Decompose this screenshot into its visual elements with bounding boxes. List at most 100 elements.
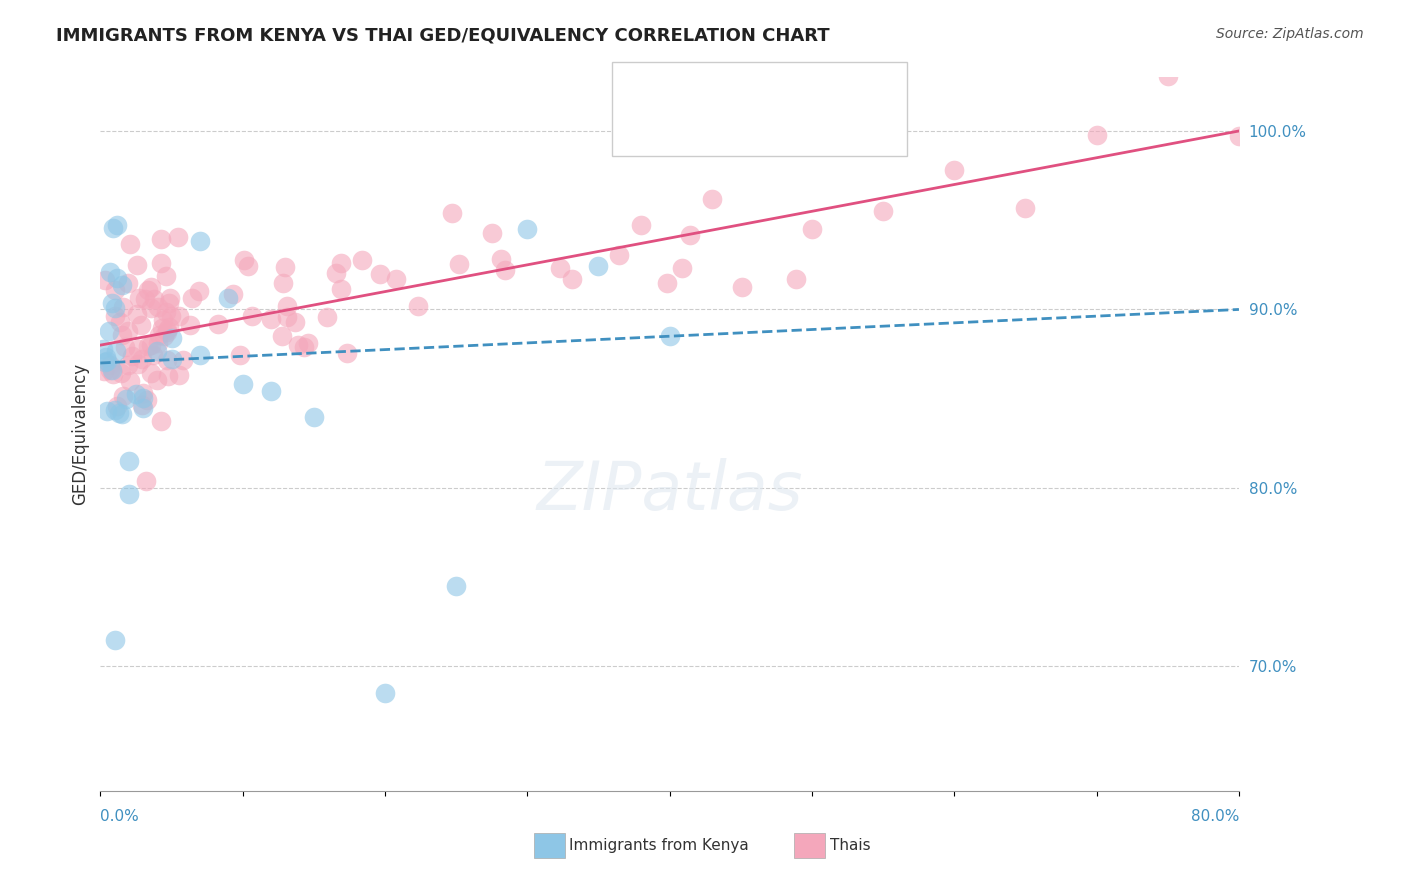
Text: 0.419: 0.419 [710, 122, 758, 136]
Point [98, 265, 121, 279]
Point [157, 295, 180, 310]
Point [1227, 128, 1250, 143]
Point [112, 301, 135, 315]
Point [800, 222, 823, 236]
Point [516, 221, 538, 235]
Point [160, 309, 183, 323]
Point [150, 414, 173, 428]
Point [1085, 128, 1108, 142]
Point [127, 307, 149, 321]
Point [125, 259, 148, 273]
Point [180, 291, 202, 305]
Point [94, 273, 117, 287]
Point [274, 260, 297, 274]
Point [368, 267, 391, 281]
Point [217, 291, 239, 305]
Y-axis label: GED/Equivalency: GED/Equivalency [72, 363, 89, 506]
Point [240, 309, 263, 323]
Point [152, 312, 174, 326]
Point [232, 377, 254, 392]
Point [179, 318, 201, 332]
Point [96, 354, 118, 368]
Point [232, 252, 254, 267]
Point [127, 358, 149, 372]
Point [172, 352, 194, 367]
Point [103, 403, 125, 417]
Point [336, 346, 359, 360]
Text: 114: 114 [844, 122, 875, 136]
Point [658, 329, 681, 343]
Point [702, 192, 724, 206]
Text: Thais: Thais [830, 838, 870, 853]
Point [117, 358, 139, 372]
Point [142, 292, 165, 306]
Point [107, 270, 129, 285]
Point [330, 282, 353, 296]
Point [155, 268, 177, 283]
Point [238, 259, 260, 273]
Text: 0.0%: 0.0% [100, 809, 139, 824]
Point [494, 263, 516, 277]
Point [115, 392, 138, 407]
Point [104, 309, 127, 323]
Point [129, 318, 152, 332]
Point [302, 409, 325, 424]
Text: N =: N = [801, 78, 835, 92]
Point [146, 343, 169, 358]
Point [139, 301, 162, 315]
Point [447, 257, 470, 271]
Point [105, 399, 128, 413]
Point [489, 252, 512, 266]
Point [96, 404, 118, 418]
Point [588, 259, 610, 273]
Point [150, 256, 173, 270]
Text: IMMIGRANTS FROM KENYA VS THAI GED/EQUIVALENCY CORRELATION CHART: IMMIGRANTS FROM KENYA VS THAI GED/EQUIVA… [56, 27, 830, 45]
Point [297, 336, 319, 351]
Point [315, 310, 337, 324]
Point [105, 343, 128, 358]
Point [146, 336, 169, 351]
Point [108, 406, 131, 420]
Point [108, 315, 131, 329]
Point [609, 247, 631, 261]
Point [103, 301, 125, 315]
Point [155, 305, 177, 319]
Point [157, 320, 180, 334]
Point [276, 299, 298, 313]
Text: Source: ZipAtlas.com: Source: ZipAtlas.com [1216, 27, 1364, 41]
Point [152, 321, 174, 335]
Point [159, 291, 181, 305]
Point [100, 295, 122, 310]
Point [131, 398, 153, 412]
Point [872, 203, 894, 218]
Point [111, 408, 134, 422]
Point [148, 328, 170, 343]
Point [103, 632, 125, 647]
Point [110, 366, 132, 380]
Text: ZIPatlas: ZIPatlas [536, 458, 803, 524]
Point [330, 256, 353, 270]
Point [548, 261, 571, 276]
Point [167, 230, 190, 244]
Point [141, 279, 163, 293]
Point [134, 292, 156, 306]
Point [671, 260, 693, 275]
Point [100, 362, 122, 376]
Point [160, 352, 183, 367]
Point [408, 299, 430, 313]
Point [132, 392, 155, 406]
Point [135, 474, 157, 488]
Point [271, 276, 294, 290]
Point [350, 252, 373, 267]
Point [731, 280, 754, 294]
Point [141, 366, 163, 380]
Point [98, 362, 121, 376]
Text: Immigrants from Kenya: Immigrants from Kenya [569, 838, 749, 853]
Point [167, 309, 190, 323]
Point [156, 322, 179, 336]
Text: R =: R = [668, 78, 702, 92]
Point [131, 352, 153, 367]
Text: N =: N = [801, 122, 835, 136]
Point [93, 364, 115, 378]
Point [374, 686, 396, 700]
